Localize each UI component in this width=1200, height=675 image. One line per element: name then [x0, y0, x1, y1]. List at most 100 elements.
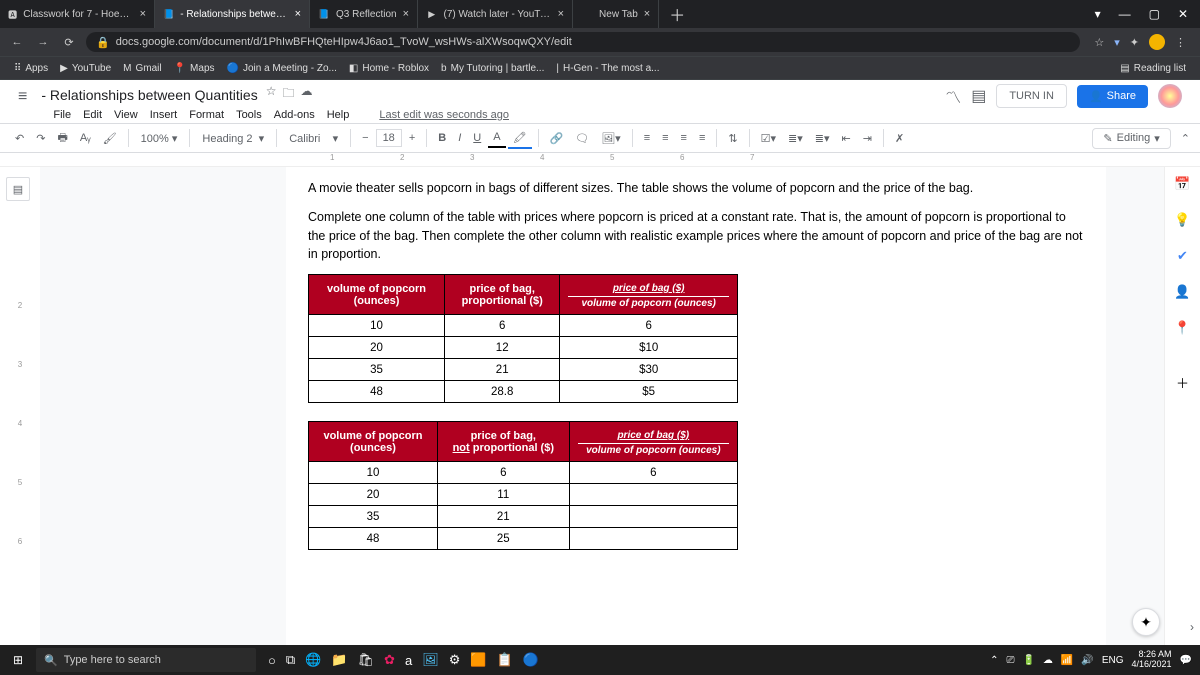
redo-button[interactable]: ↷ [31, 129, 50, 148]
turn-in-button[interactable]: TURN IN [996, 84, 1067, 108]
table-cell[interactable] [569, 484, 737, 506]
minimize-button[interactable]: — [1119, 7, 1131, 21]
bookmark-item[interactable]: bMy Tutoring | bartle... [435, 63, 550, 74]
horizontal-ruler[interactable]: 123 456 7 [0, 153, 1200, 167]
table-cell[interactable] [569, 528, 737, 550]
bookmark-item[interactable]: ◧Home - Roblox [343, 63, 435, 74]
explore-button[interactable]: ✦ [1132, 608, 1160, 636]
align-right-button[interactable]: ≡ [676, 129, 692, 147]
line-spacing-button[interactable]: ⇅ [723, 129, 742, 148]
taskbar-search[interactable]: 🔍 Type here to search [36, 648, 256, 672]
close-tab-icon[interactable]: × [140, 8, 146, 20]
close-tab-icon[interactable]: × [403, 8, 409, 20]
bookmark-item[interactable]: |H-Gen - The most a... [550, 63, 665, 74]
table-cell[interactable]: 21 [445, 359, 560, 381]
undo-button[interactable]: ↶ [10, 129, 29, 148]
tasks-icon[interactable]: ✔ [1174, 247, 1192, 265]
bookmark-item[interactable]: ▶YouTube [54, 63, 117, 74]
office-icon[interactable]: 📋 [497, 652, 513, 668]
indent-button[interactable]: ⇥ [858, 129, 877, 148]
app-icon-1[interactable]: ✿ [384, 652, 395, 668]
back-button[interactable]: ← [8, 36, 26, 48]
table-cell[interactable]: $30 [560, 359, 738, 381]
language-icon[interactable]: ENG [1102, 655, 1124, 666]
document-title[interactable]: - Relationships between Quantities [41, 87, 257, 103]
text-color-button[interactable]: A [488, 128, 505, 148]
activity-icon[interactable]: 〽 [945, 84, 961, 108]
underline-button[interactable]: U [468, 129, 486, 147]
editing-mode-button[interactable]: ✎ Editing ▾ [1092, 128, 1170, 149]
table-row[interactable]: 4828.8$5 [309, 381, 738, 403]
reload-button[interactable]: ⟳ [60, 36, 78, 49]
style-select[interactable]: Heading 2 ▾ [196, 129, 270, 148]
close-tab-icon[interactable]: × [295, 8, 301, 20]
paint-format-button[interactable]: 🖌 [98, 129, 122, 148]
volume-icon[interactable]: 🔊 [1081, 655, 1093, 666]
font-size-decrease[interactable]: − [357, 129, 373, 147]
bookmark-item[interactable]: 🔵Join a Meeting - Zo... [221, 63, 343, 74]
table-row[interactable]: 1066 [309, 462, 738, 484]
table-cell[interactable]: $5 [560, 381, 738, 403]
explorer-icon[interactable]: 📁 [331, 652, 347, 668]
table-cell[interactable]: 6 [569, 462, 737, 484]
clear-format-button[interactable]: ✗ [890, 129, 909, 148]
table-cell[interactable]: 35 [309, 506, 438, 528]
table-row[interactable]: 2011 [309, 484, 738, 506]
table-cell[interactable]: 11 [437, 484, 569, 506]
table-cell[interactable]: $10 [560, 337, 738, 359]
table-row[interactable]: 3521$30 [309, 359, 738, 381]
forward-button[interactable]: → [34, 36, 52, 48]
maximize-button[interactable]: ▢ [1149, 7, 1160, 21]
task-view-icon[interactable]: ⧉ [286, 652, 295, 668]
browser-tab[interactable]: New Tab× [573, 0, 659, 28]
docs-menu-item[interactable]: View [108, 107, 144, 123]
close-tab-icon[interactable]: × [644, 8, 650, 20]
font-select[interactable]: Calibri ▾ [283, 129, 344, 148]
docs-menu-item[interactable]: Tools [230, 107, 268, 123]
present-icon[interactable]: ▤ [971, 86, 986, 106]
table-cell[interactable]: 10 [309, 462, 438, 484]
keep-icon[interactable]: 💡 [1174, 211, 1192, 229]
move-doc-icon[interactable]: 🗀 [282, 84, 294, 105]
table-cell[interactable]: 28.8 [445, 381, 560, 403]
font-size-input[interactable]: 18 [376, 129, 402, 147]
table-row[interactable]: 3521 [309, 506, 738, 528]
table-cell[interactable]: 20 [309, 337, 445, 359]
account-avatar[interactable] [1158, 84, 1182, 108]
bookmark-item[interactable]: 📍Maps [168, 63, 221, 74]
tray-chevron-icon[interactable]: ⌃ [990, 655, 998, 666]
italic-button[interactable]: I [453, 129, 466, 147]
table-row[interactable]: 4825 [309, 528, 738, 550]
last-edit-link[interactable]: Last edit was seconds ago [373, 107, 515, 123]
docs-menu-item[interactable]: Format [183, 107, 230, 123]
table-cell[interactable]: 6 [560, 315, 738, 337]
align-left-button[interactable]: ≡ [639, 129, 655, 147]
table-cell[interactable]: 25 [437, 528, 569, 550]
table-cell[interactable]: 48 [309, 528, 438, 550]
spellcheck-button[interactable]: Aᵧ [75, 129, 96, 147]
amazon-icon[interactable]: a [405, 653, 412, 668]
chrome-icon[interactable]: 🔵 [523, 652, 539, 668]
wifi-icon[interactable]: 📶 [1061, 655, 1073, 666]
numbering-button[interactable]: ≣▾ [810, 129, 835, 148]
link-button[interactable]: 🔗 [545, 129, 569, 148]
close-window-button[interactable]: ✕ [1178, 7, 1188, 21]
proportional-table[interactable]: volume of popcorn(ounces)price of bag,pr… [308, 274, 738, 403]
docs-menu-item[interactable]: Edit [77, 107, 108, 123]
table-cell[interactable]: 6 [445, 315, 560, 337]
table-cell[interactable]: 12 [445, 337, 560, 359]
app-icon-2[interactable]: 🟧 [470, 652, 486, 668]
taskbar-clock[interactable]: 8:26 AM 4/16/2021 [1132, 650, 1172, 670]
add-panel-button[interactable]: ＋ [1174, 373, 1192, 391]
browser-tab[interactable]: 📘Q3 Reflection× [310, 0, 418, 28]
bookmark-item[interactable]: ⠿Apps [8, 63, 54, 74]
contacts-icon[interactable]: 👤 [1174, 283, 1192, 301]
print-button[interactable]: 🖶 [52, 126, 72, 151]
document-page[interactable]: A movie theater sells popcorn in bags of… [286, 167, 1106, 648]
battery-icon[interactable]: 🔋 [1022, 655, 1034, 666]
table-cell[interactable]: 35 [309, 359, 445, 381]
share-button[interactable]: 👤 Share [1077, 85, 1148, 108]
table-cell[interactable]: 48 [309, 381, 445, 403]
docs-menu-icon[interactable]: ≡ [10, 84, 35, 110]
outline-toggle-button[interactable]: ▤ [6, 177, 30, 201]
